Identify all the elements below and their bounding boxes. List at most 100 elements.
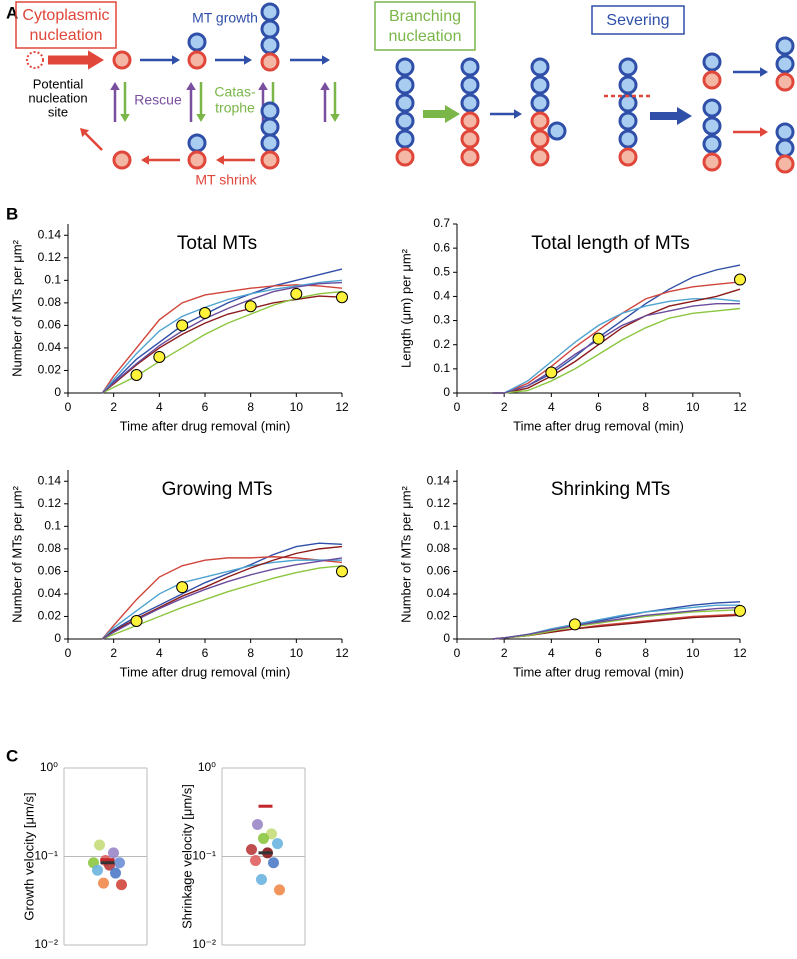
dot: [272, 838, 283, 850]
arrow-head: [120, 114, 130, 122]
dot: [256, 873, 267, 885]
arrow-head: [258, 82, 268, 90]
y-axis-label: Number of MTs per μm²: [9, 239, 24, 376]
y-tick-label: 0.08: [427, 541, 451, 555]
x-axis-label: Time after drug removal (min): [120, 664, 291, 679]
y-tick-label: 0.04: [38, 586, 62, 600]
annotation: site: [48, 104, 68, 119]
tubulin-blue: [460, 93, 480, 113]
x-tick-label: 12: [335, 646, 349, 660]
tubulin-red: [702, 70, 722, 90]
tubulin-blue: [530, 75, 550, 95]
y-axis-label: Shrinkage velocity [μm/s]: [179, 784, 194, 929]
dot: [92, 864, 103, 876]
y-tick-label: 10⁻²: [192, 937, 216, 951]
x-tick-label: 2: [110, 646, 117, 660]
tubulin-blue: [530, 57, 550, 77]
y-tick-label: 10⁰: [40, 760, 58, 774]
arrow-shaft: [84, 132, 103, 151]
arrow-head: [172, 55, 180, 65]
y-tick-label: 0.04: [427, 586, 451, 600]
annotation: MT shrink: [195, 172, 257, 188]
label-box: [591, 5, 685, 35]
x-tick-label: 0: [454, 400, 461, 414]
series-line: [492, 307, 741, 394]
annotation: Rescue: [134, 92, 182, 108]
x-tick-label: 8: [247, 646, 254, 660]
tubulin-blue: [260, 117, 280, 137]
dot: [114, 857, 125, 869]
marker: [336, 565, 348, 578]
marker: [545, 366, 558, 379]
tubulin-blue: [260, 133, 280, 153]
tubulin-red: [260, 52, 280, 72]
tubulin-red: [775, 154, 795, 174]
chart-title: Shrinking MTs: [551, 479, 670, 500]
series-line: [492, 606, 741, 640]
marker: [176, 319, 189, 332]
x-tick-label: 0: [65, 400, 72, 414]
tubulin-red: [395, 147, 415, 167]
x-tick-label: 8: [247, 400, 254, 414]
y-tick-label: 0.7: [433, 216, 450, 230]
y-tick-label: 0.12: [38, 496, 62, 510]
tubulin-blue: [260, 19, 280, 39]
series-line: [101, 556, 343, 640]
marker: [734, 604, 746, 617]
x-tick-label: 4: [156, 400, 163, 414]
y-tick-label: 0.12: [427, 496, 451, 510]
panel-label: C: [6, 746, 18, 765]
x-tick-label: 0: [65, 646, 72, 660]
tubulin-red: [530, 111, 550, 131]
tubulin-blue: [395, 75, 415, 95]
y-tick-label: 10⁻¹: [34, 849, 58, 863]
marker: [153, 350, 166, 363]
arrow-head: [141, 155, 149, 165]
tubulin-red: [112, 150, 132, 170]
label-box: [374, 1, 476, 51]
y-tick-label: 0.02: [38, 609, 62, 623]
tubulin-red: [187, 150, 207, 170]
box-label: nucleation: [30, 27, 103, 44]
chart-title: Total MTs: [177, 233, 257, 254]
series-line: [101, 295, 343, 394]
tubulin-blue: [260, 35, 280, 55]
dot: [110, 867, 121, 879]
y-tick-label: 0.08: [38, 541, 62, 555]
x-tick-label: 10: [686, 400, 700, 414]
tubulin-blue: [775, 122, 795, 142]
y-tick-label: 0: [54, 631, 61, 645]
series-line: [492, 288, 741, 394]
tubulin-blue: [260, 2, 280, 22]
x-tick-label: 6: [202, 400, 209, 414]
x-tick-label: 10: [290, 646, 304, 660]
tubulin-blue: [618, 93, 638, 113]
y-tick-label: 0: [443, 631, 450, 645]
arrow-head: [244, 55, 252, 65]
arrow-head: [514, 109, 522, 119]
box-label: Cytoplasmic: [22, 7, 109, 24]
x-tick-label: 12: [733, 400, 747, 414]
arrow-head: [760, 67, 768, 77]
y-tick-label: 10⁻¹: [192, 849, 216, 863]
marker: [199, 307, 211, 320]
arrow-head: [88, 50, 104, 70]
y-tick-label: 0.14: [38, 473, 62, 487]
box-label: Severing: [606, 12, 669, 29]
x-tick-label: 6: [202, 646, 209, 660]
tubulin-red: [702, 152, 722, 172]
potential-site: [26, 51, 44, 69]
annotation: MT growth: [192, 10, 258, 26]
y-tick-label: 0.02: [38, 363, 62, 377]
tubulin-red: [775, 72, 795, 92]
tubulin-blue: [775, 54, 795, 74]
dot: [250, 855, 261, 867]
annotation: trophe: [215, 100, 255, 116]
x-tick-label: 8: [642, 646, 649, 660]
marker: [244, 300, 257, 313]
arrow-head: [445, 105, 460, 123]
tubulin-red: [460, 111, 480, 131]
arrow-head: [110, 82, 120, 90]
dot: [116, 879, 127, 891]
box-label: nucleation: [389, 28, 462, 45]
